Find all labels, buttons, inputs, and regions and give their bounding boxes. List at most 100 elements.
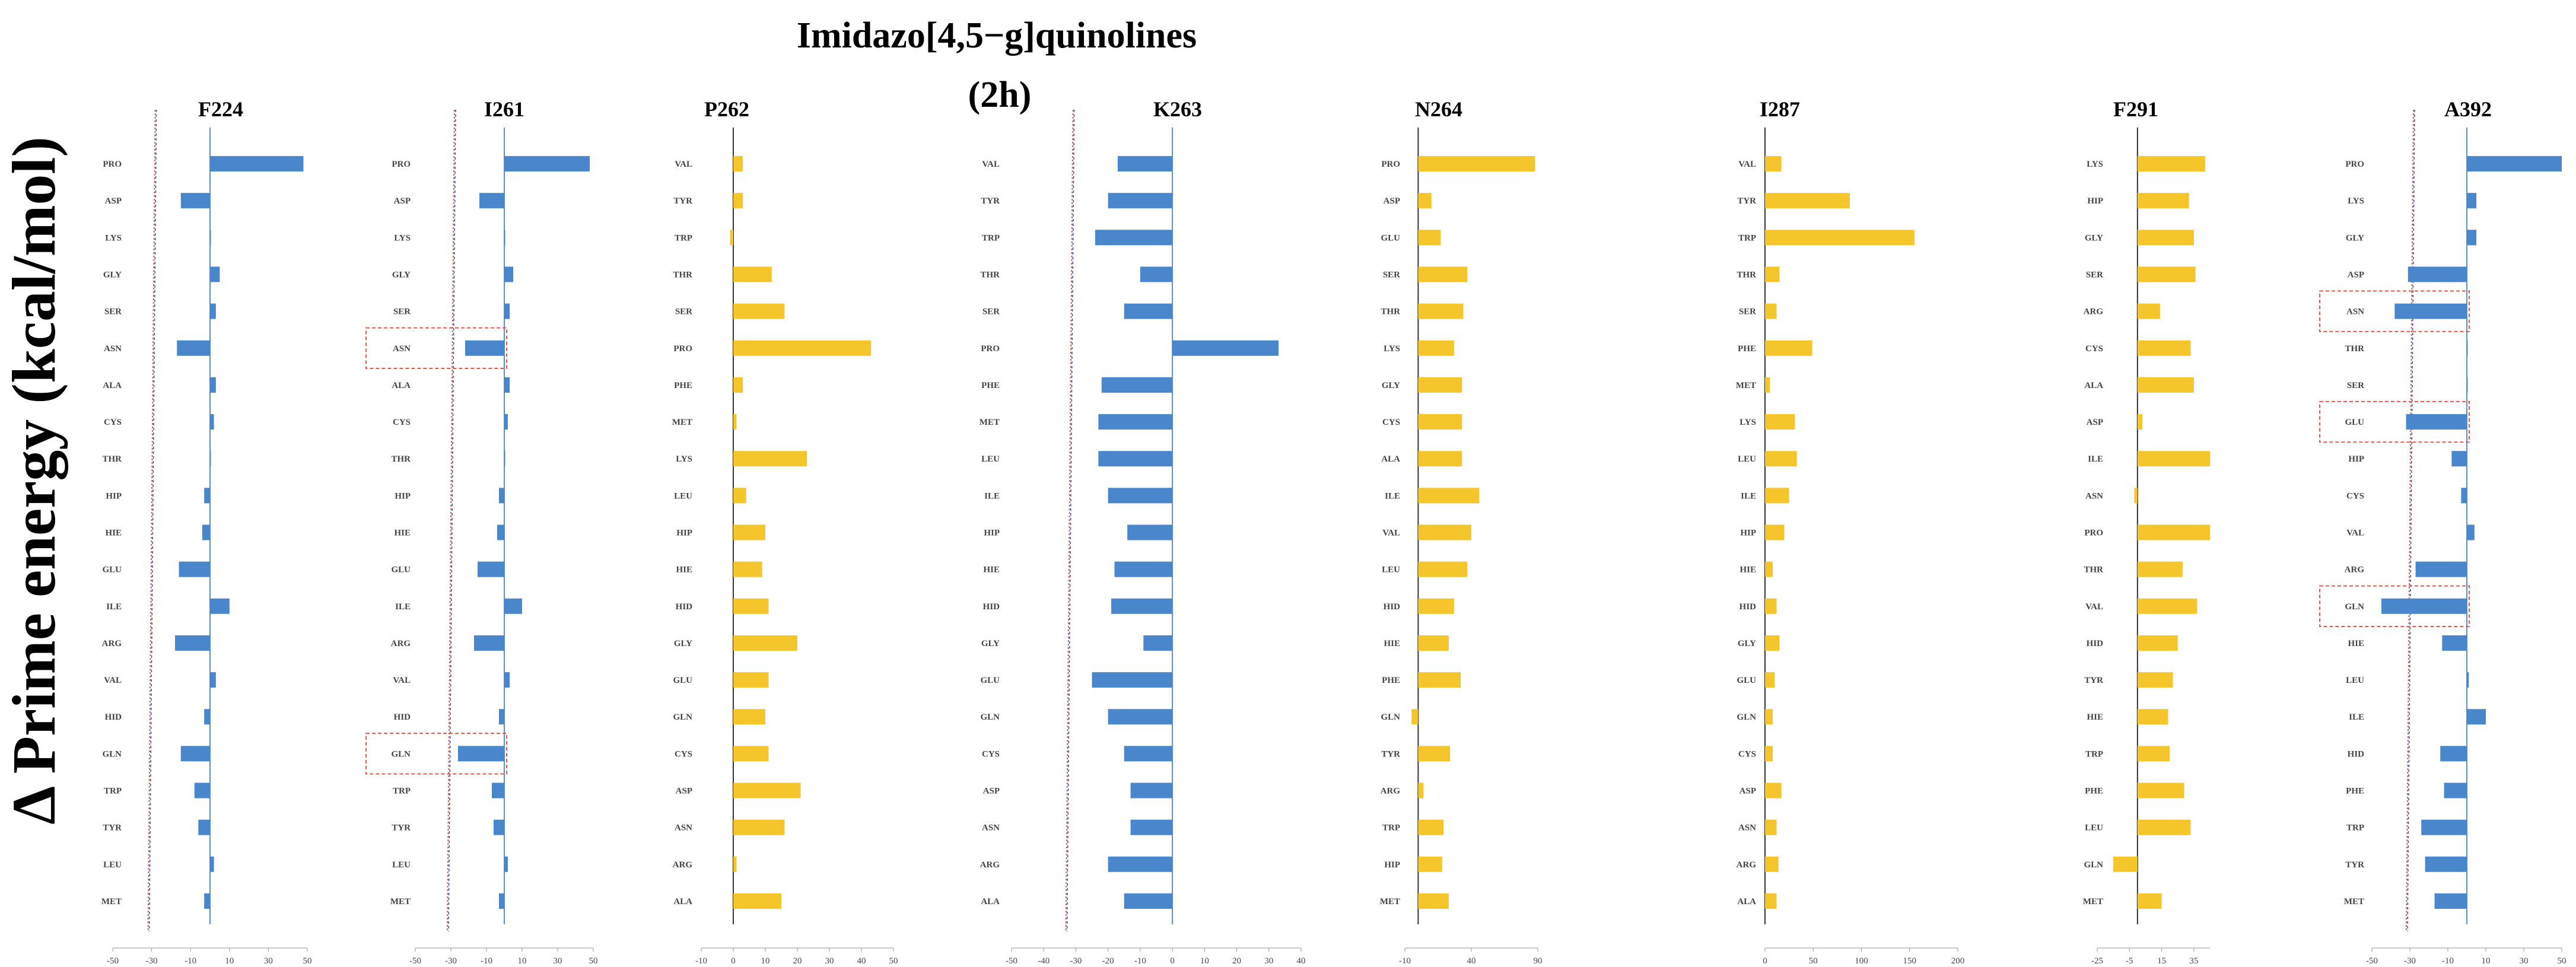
bar-tyr xyxy=(198,819,210,835)
bar-ser xyxy=(504,303,510,319)
bar-asn xyxy=(2134,488,2138,504)
category-label: ASN xyxy=(1738,823,1756,833)
bar-hip xyxy=(499,488,504,504)
reference-line-blue xyxy=(2407,109,2415,932)
category-label: THR xyxy=(673,271,692,280)
category-label: TYR xyxy=(1737,196,1756,206)
category-label: CYS xyxy=(104,418,122,427)
bar-asp xyxy=(2137,414,2142,430)
bar-ile xyxy=(504,598,522,614)
bar-hid xyxy=(1418,598,1454,614)
highlight-box-gln xyxy=(2319,585,2470,627)
category-label: PHE xyxy=(2346,787,2364,796)
category-label: TYR xyxy=(103,823,122,833)
category-label: ASP xyxy=(105,196,122,206)
bar-val xyxy=(1765,156,1782,172)
category-label: HIP xyxy=(395,491,411,501)
bar-gln xyxy=(1411,709,1419,725)
category-label: CYS xyxy=(982,749,1000,759)
x-tick-label: 50 xyxy=(1809,956,1818,966)
category-label: TRP xyxy=(2346,823,2364,833)
category-label: VAL xyxy=(675,160,692,169)
bar-asn xyxy=(177,340,210,356)
highlight-box-glu xyxy=(2319,400,2470,443)
bar-leu xyxy=(1098,451,1173,467)
bar-trp xyxy=(2421,819,2467,835)
category-label: VAL xyxy=(2346,529,2364,538)
category-label: ILE xyxy=(1741,491,1756,501)
category-label: ARG xyxy=(391,639,411,648)
category-label: HIE xyxy=(105,529,122,538)
bar-trp xyxy=(1095,230,1173,246)
category-label: HID xyxy=(1384,602,1401,612)
reference-line-blue xyxy=(448,109,456,932)
category-label: HIP xyxy=(2348,454,2364,464)
category-label: CYS xyxy=(1382,418,1400,427)
category-label: TRP xyxy=(1738,233,1756,243)
bar-ser xyxy=(1124,303,1173,319)
category-label: HID xyxy=(676,602,693,612)
bar-ser xyxy=(2137,266,2196,282)
bar-met xyxy=(2137,893,2162,909)
bar-hid xyxy=(499,709,504,725)
x-tick-label: -10 xyxy=(2442,956,2454,966)
bar-gly xyxy=(1765,635,1780,651)
bar-glu xyxy=(2406,414,2467,430)
category-label: GLN xyxy=(391,749,411,759)
category-label: PRO xyxy=(2084,529,2103,538)
x-tick-label: -50 xyxy=(2366,956,2378,966)
category-label: MET xyxy=(101,897,122,906)
bar-hid xyxy=(2137,635,2178,651)
category-label: ASP xyxy=(1384,196,1400,206)
bar-ala xyxy=(1124,893,1173,909)
x-tick-label: 50 xyxy=(303,956,312,966)
reference-line-blue xyxy=(148,109,157,932)
category-label: LEU xyxy=(674,491,692,501)
bar-trp xyxy=(1418,819,1443,835)
bar-ala xyxy=(210,377,216,393)
panel-p262: P262 -10 0 10 20 30 40 50 VAL TYR TRP THR SER PRO PHE M… xyxy=(672,97,898,966)
x-tick-label: 100 xyxy=(1855,956,1868,966)
bar-ser xyxy=(733,303,785,319)
panel-a392: A392 -50 -30 -10 10 30 50 PRO LYS GLY ASP ASN THR SER… xyxy=(2319,97,2567,966)
panel-n264: N264 -10 40 90 PRO ASP GLU SER THR LYS GLY CYS ALA IL… xyxy=(1380,97,1543,966)
reference-line-red xyxy=(1065,109,1074,932)
bar-ala xyxy=(2137,377,2194,393)
category-label: ILE xyxy=(2349,712,2364,722)
category-label: CYS xyxy=(1738,749,1756,759)
category-label: TRP xyxy=(675,233,692,243)
x-tick-label: -10 xyxy=(1134,956,1146,966)
category-label: GLN xyxy=(980,712,1000,722)
category-label: MET xyxy=(2344,897,2364,906)
category-label: ALA xyxy=(673,897,692,906)
x-tick-label: 40 xyxy=(857,956,866,966)
category-label: HIE xyxy=(2348,639,2364,648)
category-label: TYR xyxy=(392,823,411,833)
category-label: LYS xyxy=(1384,344,1400,354)
category-label: MET xyxy=(2083,897,2103,906)
bar-pro xyxy=(2137,524,2210,540)
bar-leu xyxy=(2467,672,2469,688)
category-label: ASP xyxy=(394,196,411,206)
category-label: GLU xyxy=(102,565,122,575)
category-label: TYR xyxy=(2084,676,2103,685)
category-label: HIP xyxy=(676,529,692,538)
x-tick-label: 20 xyxy=(793,956,802,966)
category-label: LEU xyxy=(2346,676,2364,685)
bar-gln xyxy=(1108,709,1173,725)
category-label: PRO xyxy=(673,344,692,354)
category-label: GLY xyxy=(2085,233,2103,243)
category-label: ARG xyxy=(2345,565,2365,575)
bar-gln xyxy=(733,709,765,725)
category-label: LYS xyxy=(1739,418,1756,427)
bar-hie xyxy=(733,561,762,577)
category-label: SER xyxy=(1739,307,1756,317)
category-label: GLN xyxy=(1381,712,1400,722)
bar-gly xyxy=(2467,230,2476,246)
category-label: VAL xyxy=(104,676,122,685)
highlight-box-asn xyxy=(365,327,507,369)
category-label: GLY xyxy=(1382,381,1400,390)
category-label: ARG xyxy=(2084,307,2104,317)
bar-ile xyxy=(1418,488,1480,504)
category-label: HIE xyxy=(983,565,1000,575)
